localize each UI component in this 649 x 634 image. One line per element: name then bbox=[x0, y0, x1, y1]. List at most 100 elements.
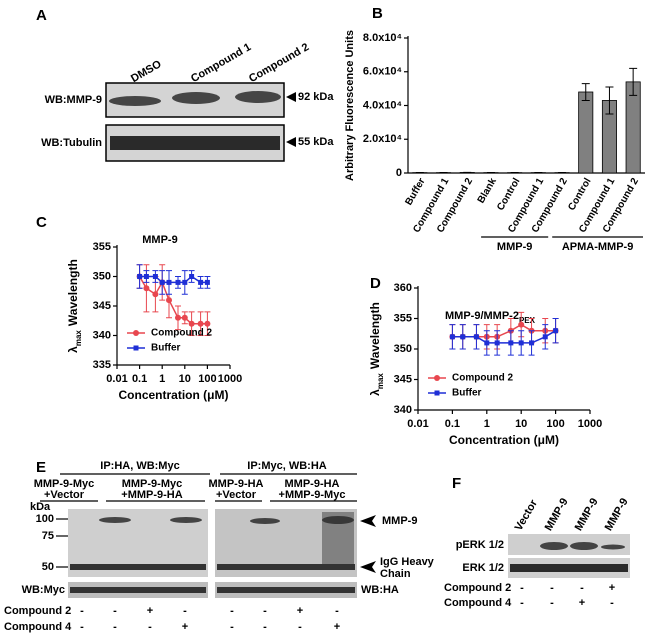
band bbox=[217, 564, 355, 570]
strip-label: WB:Myc bbox=[22, 584, 65, 596]
row-label: WB:Tubulin bbox=[41, 137, 102, 149]
treatment-sign: - bbox=[610, 597, 614, 609]
treatment-sign: - bbox=[80, 605, 84, 617]
y-tick-label: 345 bbox=[394, 373, 412, 385]
point bbox=[166, 297, 173, 304]
treatment-sign: - bbox=[520, 597, 524, 609]
band bbox=[540, 542, 568, 550]
y-label-symbol: λ bbox=[66, 346, 80, 353]
kda-marker: 100 bbox=[36, 513, 54, 525]
y-tick-label: 8.0x10⁴ bbox=[363, 32, 402, 44]
lane-label: Vector bbox=[513, 497, 541, 533]
treatment-sign: + bbox=[182, 621, 188, 633]
point bbox=[166, 279, 172, 285]
x-tick-label: 1 bbox=[484, 418, 490, 430]
point bbox=[159, 279, 165, 285]
title-text: MMP-9 bbox=[142, 234, 177, 246]
x-tick-label: Buffer bbox=[403, 176, 427, 207]
legend-label: Buffer bbox=[452, 388, 482, 399]
y-axis-label: λmax Wavelength bbox=[66, 259, 82, 353]
marker-label: 55 kDa bbox=[298, 136, 334, 148]
treatment-sign: - bbox=[230, 605, 234, 617]
treatment-label: Compound 4 bbox=[4, 621, 72, 633]
lane-label: MMP-9-Myc bbox=[34, 478, 95, 490]
point bbox=[460, 334, 466, 340]
treatment-sign: - bbox=[550, 582, 554, 594]
blot bbox=[508, 534, 630, 555]
x-tick-label: 100 bbox=[198, 373, 216, 385]
point bbox=[197, 320, 204, 327]
point bbox=[449, 334, 455, 340]
arrow bbox=[360, 515, 376, 527]
band bbox=[570, 542, 598, 550]
band bbox=[250, 518, 280, 524]
band-label: MMP-9 bbox=[382, 515, 417, 527]
treatment-sign: - bbox=[263, 621, 267, 633]
series-line bbox=[139, 275, 208, 284]
band bbox=[70, 587, 206, 593]
lane-label: MMP-9-HA bbox=[285, 478, 340, 490]
point bbox=[174, 314, 181, 321]
legend-marker bbox=[133, 330, 139, 336]
row-label: WB:MMP-9 bbox=[45, 94, 102, 106]
point bbox=[518, 340, 524, 346]
series-line bbox=[452, 323, 556, 338]
y-tick-label: 355 bbox=[93, 241, 111, 253]
x-tick-label: 1000 bbox=[578, 418, 602, 430]
band bbox=[170, 517, 202, 523]
point bbox=[137, 274, 143, 279]
legend-label: Compound 2 bbox=[151, 328, 213, 339]
kda-label: kDa bbox=[30, 501, 51, 513]
y-tick-label: 340 bbox=[394, 404, 412, 416]
panel-letter: B bbox=[372, 5, 383, 22]
legend-marker bbox=[133, 345, 139, 351]
y-tick-label: 350 bbox=[394, 343, 412, 355]
x-tick-label: 0.1 bbox=[132, 373, 147, 385]
title-subscript: PEX bbox=[519, 316, 536, 325]
treatment-sign: + bbox=[334, 621, 340, 633]
point bbox=[143, 285, 150, 292]
y-tick-label: 335 bbox=[93, 359, 111, 371]
panel-letter: A bbox=[36, 7, 47, 24]
treatment-sign: + bbox=[297, 605, 303, 617]
y-tick-label: 4.0x10⁴ bbox=[363, 99, 402, 111]
lane-label: +Vector bbox=[216, 489, 257, 501]
kda-marker: 75 bbox=[42, 530, 54, 542]
error-bar bbox=[605, 86, 614, 115]
y-tick-label: 360 bbox=[394, 282, 412, 294]
y-axis-label: Arbitrary Fluorescence Units bbox=[344, 30, 356, 181]
group-header: IP:Myc, WB:HA bbox=[247, 460, 327, 472]
point bbox=[529, 340, 535, 346]
lane-label: MMP-9-Myc bbox=[122, 478, 183, 490]
arrow bbox=[286, 137, 296, 147]
point bbox=[152, 274, 158, 279]
title-text: MMP-9/MMP-2 bbox=[445, 310, 519, 322]
band bbox=[70, 564, 206, 570]
row-label: pERK 1/2 bbox=[456, 539, 504, 551]
arrow bbox=[286, 92, 296, 102]
error-bar bbox=[629, 67, 638, 96]
x-tick-label: 10 bbox=[515, 418, 527, 430]
treatment-sign: - bbox=[335, 605, 339, 617]
point bbox=[198, 279, 204, 285]
lane-label: MMP-9 bbox=[603, 496, 631, 533]
legend-label: Compound 2 bbox=[452, 373, 514, 384]
arrow bbox=[360, 561, 376, 573]
point bbox=[484, 340, 490, 346]
column-label: Compound 1 bbox=[189, 41, 253, 85]
point bbox=[508, 340, 514, 346]
point bbox=[494, 340, 500, 346]
point bbox=[182, 279, 188, 285]
bar bbox=[578, 91, 594, 174]
band bbox=[601, 544, 625, 550]
lane-label: +MMP-9-HA bbox=[121, 489, 182, 501]
band bbox=[99, 517, 131, 523]
lane-label: +MMP-9-Myc bbox=[279, 489, 346, 501]
band-label: Chain bbox=[380, 568, 411, 580]
kda-marker: 50 bbox=[42, 561, 54, 573]
treatment-label: Compound 2 bbox=[444, 582, 511, 594]
legend-label: Buffer bbox=[151, 343, 181, 354]
band bbox=[217, 587, 355, 593]
x-tick-label: 1 bbox=[159, 373, 165, 385]
